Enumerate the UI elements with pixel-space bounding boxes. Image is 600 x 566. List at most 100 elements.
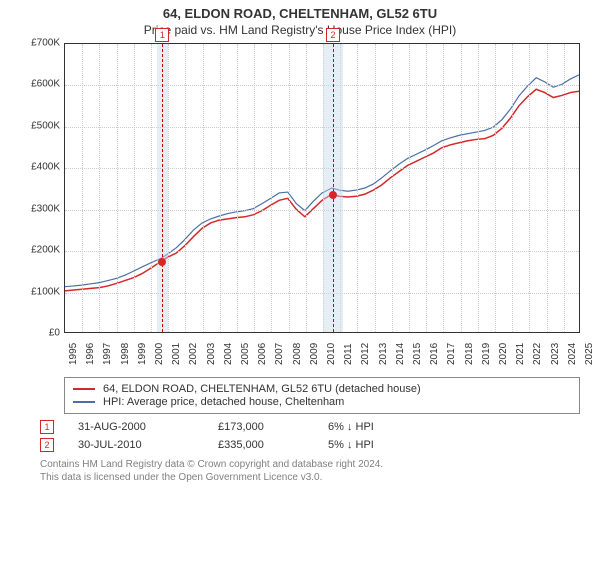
grid-line-v: [426, 44, 427, 332]
x-tick-label: 2001: [171, 343, 182, 365]
marker-badge: 2: [326, 28, 340, 42]
x-tick-label: 1997: [102, 343, 113, 365]
x-tick-label: 2002: [188, 343, 199, 365]
marker-dot: [329, 191, 337, 199]
annotation-date: 30-JUL-2010: [78, 439, 218, 451]
x-tick-label: 1999: [137, 343, 148, 365]
annotation-date: 31-AUG-2000: [78, 421, 218, 433]
grid-line-h: [65, 210, 579, 211]
y-tick-label: £200K: [31, 245, 60, 256]
annotation-price: £335,000: [218, 439, 328, 451]
x-tick-label: 2012: [360, 343, 371, 365]
x-tick-label: 2008: [292, 343, 303, 365]
grid-line-v: [151, 44, 152, 332]
x-tick-label: 1995: [68, 343, 79, 365]
footnote-line: Contains HM Land Registry data © Crown c…: [40, 458, 580, 471]
series-line-hpi: [65, 75, 579, 287]
x-tick-label: 2007: [274, 343, 285, 365]
x-tick-label: 2021: [515, 343, 526, 365]
grid-line-h: [65, 251, 579, 252]
legend-swatch: [73, 401, 95, 403]
x-tick-label: 2024: [567, 343, 578, 365]
marker-dot: [158, 258, 166, 266]
y-tick-label: £400K: [31, 162, 60, 173]
y-tick-label: £0: [49, 328, 60, 339]
x-tick-label: 2013: [378, 343, 389, 365]
footnote-line: This data is licensed under the Open Gov…: [40, 471, 580, 484]
annotation-change: 5% ↓ HPI: [328, 439, 448, 451]
chart-subtitle: Price paid vs. HM Land Registry's House …: [0, 23, 600, 37]
y-tick-label: £300K: [31, 203, 60, 214]
legend-row: 64, ELDON ROAD, CHELTENHAM, GL52 6TU (de…: [73, 383, 571, 395]
legend-row: HPI: Average price, detached house, Chel…: [73, 396, 571, 408]
chart-title: 64, ELDON ROAD, CHELTENHAM, GL52 6TU: [0, 6, 600, 21]
grid-line-v: [99, 44, 100, 332]
grid-line-v: [117, 44, 118, 332]
grid-line-v: [443, 44, 444, 332]
plot-area: 12: [64, 43, 580, 333]
legend-label: HPI: Average price, detached house, Chel…: [103, 396, 344, 408]
legend: 64, ELDON ROAD, CHELTENHAM, GL52 6TU (de…: [64, 377, 580, 414]
annotation-change: 6% ↓ HPI: [328, 421, 448, 433]
grid-line-v: [375, 44, 376, 332]
grid-line-v: [254, 44, 255, 332]
legend-swatch: [73, 388, 95, 390]
grid-line-v: [134, 44, 135, 332]
x-tick-label: 2004: [223, 343, 234, 365]
annotation-row: 1 31-AUG-2000£173,0006% ↓ HPI: [40, 420, 580, 434]
chart-area: £0£100K£200K£300K£400K£500K£600K£700K 12…: [20, 43, 580, 373]
x-tick-label: 2010: [326, 343, 337, 365]
grid-line-v: [271, 44, 272, 332]
grid-line-v: [306, 44, 307, 332]
annotation-price: £173,000: [218, 421, 328, 433]
marker-badge: 1: [155, 28, 169, 42]
grid-line-v: [547, 44, 548, 332]
annotation-row: 2 30-JUL-2010£335,0005% ↓ HPI: [40, 438, 580, 452]
grid-line-v: [82, 44, 83, 332]
y-tick-label: £500K: [31, 120, 60, 131]
grid-line-v: [340, 44, 341, 332]
legend-label: 64, ELDON ROAD, CHELTENHAM, GL52 6TU (de…: [103, 383, 421, 395]
grid-line-h: [65, 85, 579, 86]
y-tick-label: £100K: [31, 286, 60, 297]
x-tick-label: 2017: [446, 343, 457, 365]
x-tick-label: 2006: [257, 343, 268, 365]
x-tick-label: 2011: [343, 343, 354, 365]
x-axis: 1995199619971998199920002001200220032004…: [64, 335, 580, 373]
grid-line-h: [65, 127, 579, 128]
grid-line-v: [185, 44, 186, 332]
grid-line-v: [357, 44, 358, 332]
grid-line-v: [289, 44, 290, 332]
x-tick-label: 2020: [498, 343, 509, 365]
x-tick-label: 2009: [309, 343, 320, 365]
x-tick-label: 2016: [429, 343, 440, 365]
x-tick-label: 2003: [206, 343, 217, 365]
footnote: Contains HM Land Registry data © Crown c…: [40, 458, 580, 484]
grid-line-v: [461, 44, 462, 332]
grid-line-v: [220, 44, 221, 332]
grid-line-v: [564, 44, 565, 332]
grid-line-v: [168, 44, 169, 332]
grid-line-v: [392, 44, 393, 332]
annotation-badge: 2: [40, 438, 54, 452]
grid-line-v: [323, 44, 324, 332]
x-tick-label: 2019: [481, 343, 492, 365]
x-tick-label: 2025: [584, 343, 595, 365]
grid-line-v: [478, 44, 479, 332]
grid-line-v: [203, 44, 204, 332]
x-tick-label: 2015: [412, 343, 423, 365]
grid-line-h: [65, 293, 579, 294]
x-tick-label: 2022: [532, 343, 543, 365]
annotation-table: 1 31-AUG-2000£173,0006% ↓ HPI 2 30-JUL-2010…: [40, 420, 580, 452]
x-tick-label: 2018: [464, 343, 475, 365]
y-axis: £0£100K£200K£300K£400K£500K£600K£700K: [20, 43, 64, 333]
annotation-badge: 1: [40, 420, 54, 434]
grid-line-v: [409, 44, 410, 332]
x-tick-label: 2014: [395, 343, 406, 365]
grid-line-v: [529, 44, 530, 332]
x-tick-label: 2000: [154, 343, 165, 365]
grid-line-h: [65, 168, 579, 169]
x-tick-label: 2023: [550, 343, 561, 365]
x-tick-label: 2005: [240, 343, 251, 365]
y-tick-label: £600K: [31, 79, 60, 90]
